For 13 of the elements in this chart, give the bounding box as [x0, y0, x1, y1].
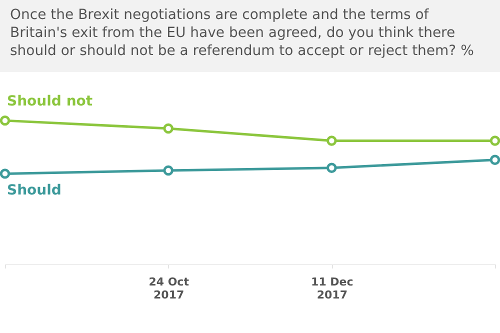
x-tick-label: 11 Dec 2017 — [311, 276, 354, 302]
point — [163, 165, 174, 176]
point — [163, 123, 174, 134]
point — [490, 154, 500, 165]
series-label: Should — [7, 182, 62, 199]
point — [326, 162, 337, 173]
point — [490, 136, 500, 146]
point — [0, 115, 10, 126]
point — [326, 136, 337, 146]
x-tick-label: 24 Oct 2017 — [148, 276, 189, 302]
point — [0, 168, 10, 179]
series-label: Should not — [7, 94, 93, 110]
chart-title: Once the Brexit negotiations are complete and the terms of Britain's exit from the EU have been agreed, do you think there should or should not be a referendum to accept or reject them? % — [0, 0, 500, 72]
